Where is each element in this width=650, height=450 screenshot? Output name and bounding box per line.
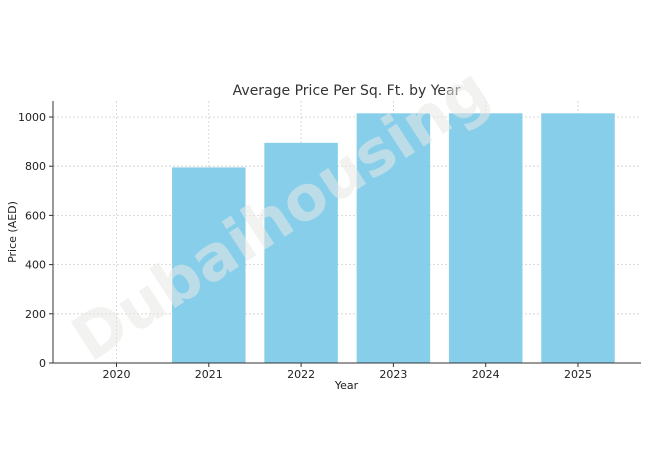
y-tick-label: 400 xyxy=(25,259,46,272)
x-tick-label: 2024 xyxy=(472,368,500,381)
axes-layer xyxy=(52,101,641,364)
bar-2022 xyxy=(264,142,338,363)
x-axis-label: Year xyxy=(334,379,359,392)
y-tick-label: 200 xyxy=(25,308,46,321)
ticks-layer: 0 200 400 600 800 1000 2020 2021 2022 2023 2024 202… xyxy=(18,111,592,381)
bar-2023 xyxy=(356,113,431,363)
chart-title: Average Price Per Sq. Ft. by Year xyxy=(233,83,461,99)
bar-2021 xyxy=(172,167,246,363)
y-axis-label: Price (AED) xyxy=(6,201,19,263)
bar-2025 xyxy=(541,113,615,363)
y-tick-label: 600 xyxy=(25,209,46,222)
y-tick-label: 1000 xyxy=(18,111,46,124)
x-tick-label: 2020 xyxy=(103,368,131,381)
y-tick-label: 800 xyxy=(25,160,46,173)
x-tick-label: 2022 xyxy=(287,368,315,381)
x-tick-label: 2025 xyxy=(564,368,592,381)
bar-2024 xyxy=(448,113,523,363)
y-tick-label: 0 xyxy=(39,357,46,370)
x-tick-label: 2023 xyxy=(379,368,407,381)
bars-layer xyxy=(172,113,615,363)
x-tick-label: 2021 xyxy=(195,368,223,381)
